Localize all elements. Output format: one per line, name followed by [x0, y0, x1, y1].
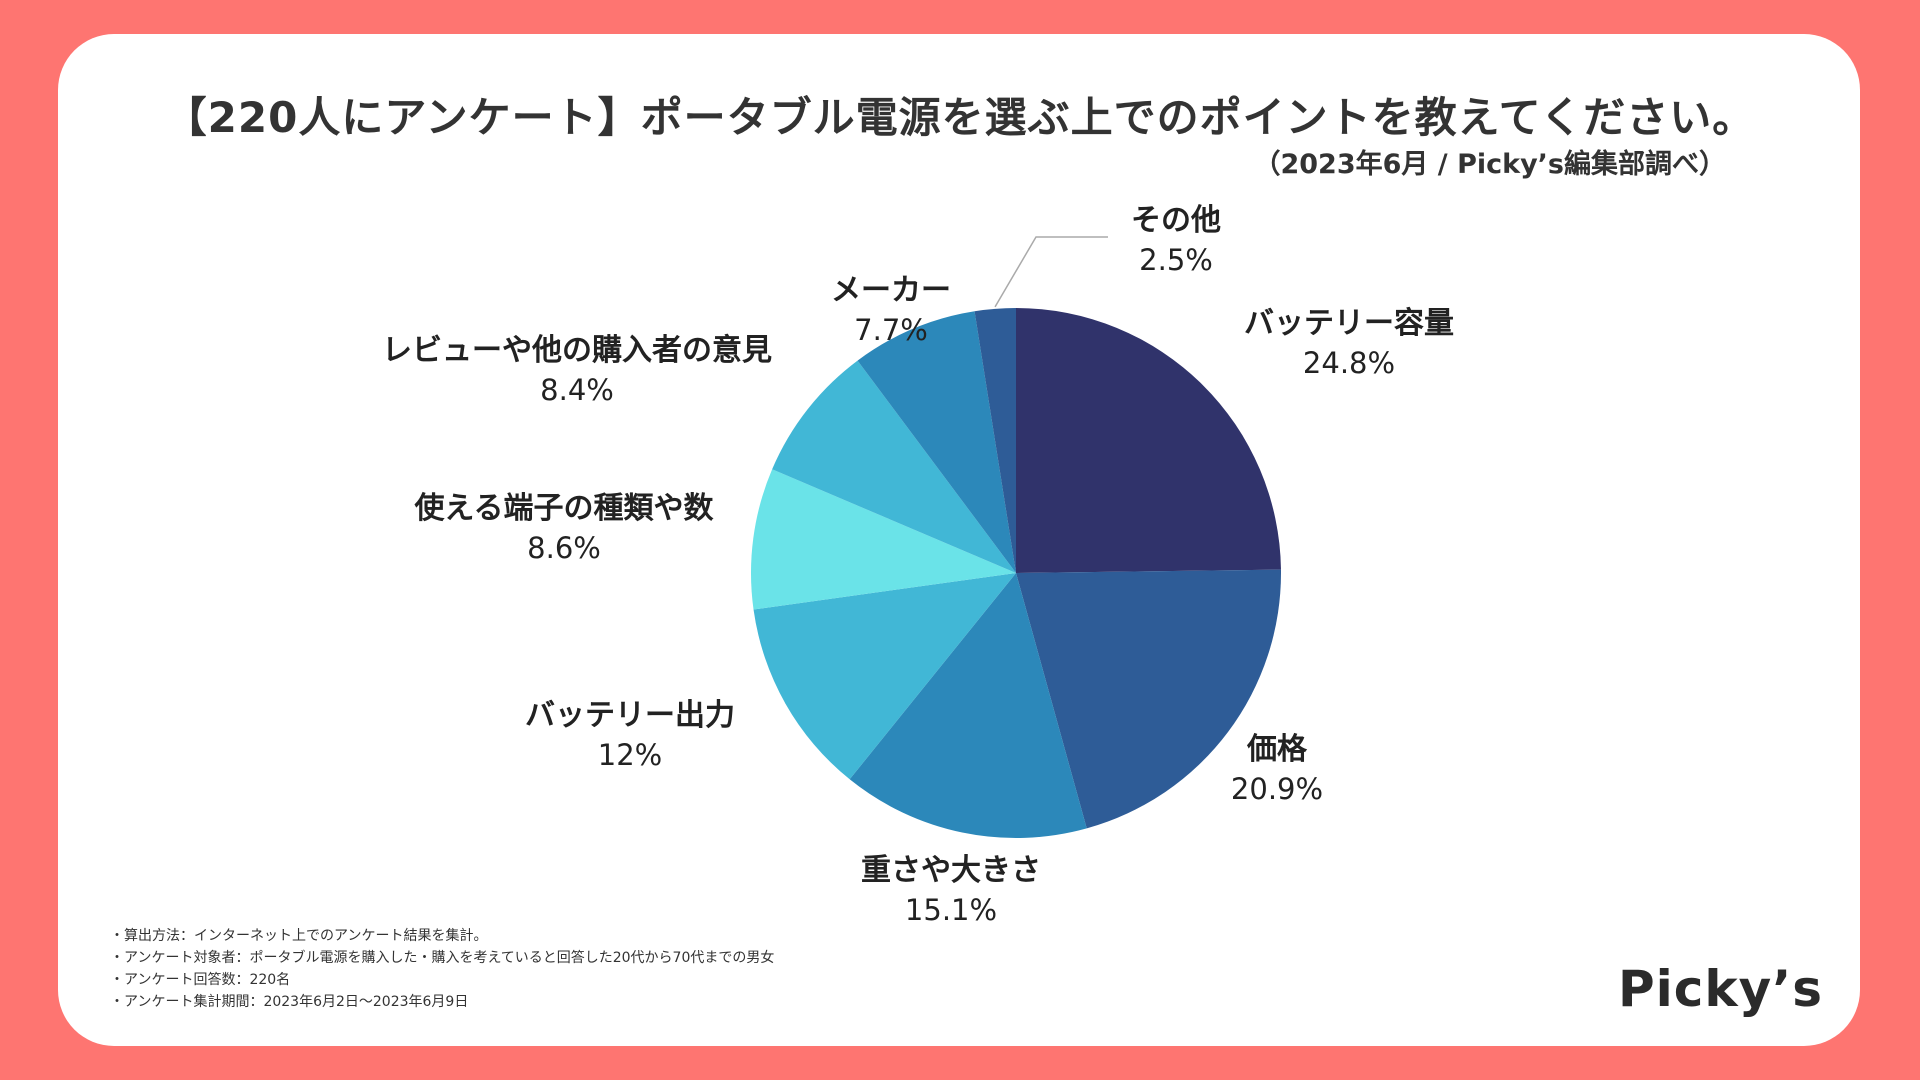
slice-label-4: 使える端子の種類や数	[413, 491, 714, 526]
chart-title: 【220人にアンケート】ポータブル電源を選ぶ上でのポイントを教えてください。	[164, 93, 1756, 142]
slice-label-0: バッテリー容量	[1244, 306, 1454, 341]
pie-slice-1	[1016, 569, 1281, 829]
note-target: ・アンケート対象者：ポータブル電源を購入した・購入を考えていると回答した20代か…	[110, 950, 775, 966]
slice-value-0: 24.8%	[1303, 346, 1395, 380]
note-method: ・算出方法：インターネット上でのアンケート結果を集計。	[110, 928, 488, 944]
slice-value-6: 7.7%	[854, 313, 928, 347]
slice-value-5: 8.4%	[540, 373, 614, 407]
slice-label-3: バッテリー出力	[525, 698, 735, 733]
pie-slice-2	[849, 573, 1087, 838]
slice-label-5: レビューや他の購入者の意見	[382, 333, 772, 368]
slice-label-2: 重さや大きさ	[861, 853, 1041, 888]
slice-value-3: 12%	[598, 738, 662, 772]
leader-line	[994, 236, 1108, 308]
survey-notes: ・算出方法：インターネット上でのアンケート結果を集計。 ・アンケート対象者：ポー…	[110, 925, 774, 1013]
slice-value-4: 8.6%	[527, 531, 601, 565]
pie-slice-6	[857, 311, 1016, 573]
chart-subtitle: （2023年6月 / Picky’s編集部調べ）	[1253, 149, 1726, 180]
note-period: ・アンケート集計期間：2023年6月2日〜2023年6月9日	[110, 994, 469, 1010]
slice-label-1: 価格	[1246, 732, 1308, 767]
slice-value-7: 2.5%	[1139, 243, 1213, 277]
slice-label-7: その他	[1131, 203, 1221, 238]
pie-slice-4	[751, 469, 1016, 610]
pie-slice-5	[772, 360, 1016, 573]
slice-value-1: 20.9%	[1231, 772, 1323, 806]
pie-slice-0	[1016, 308, 1281, 573]
pickys-logo: Picky’s	[1618, 960, 1824, 1018]
slice-label-6: メーカー	[831, 273, 951, 308]
note-count: ・アンケート回答数：220名	[110, 972, 291, 988]
slice-value-2: 15.1%	[905, 893, 997, 927]
pie-slice-7	[974, 308, 1016, 573]
pie-slice-3	[753, 573, 1016, 780]
